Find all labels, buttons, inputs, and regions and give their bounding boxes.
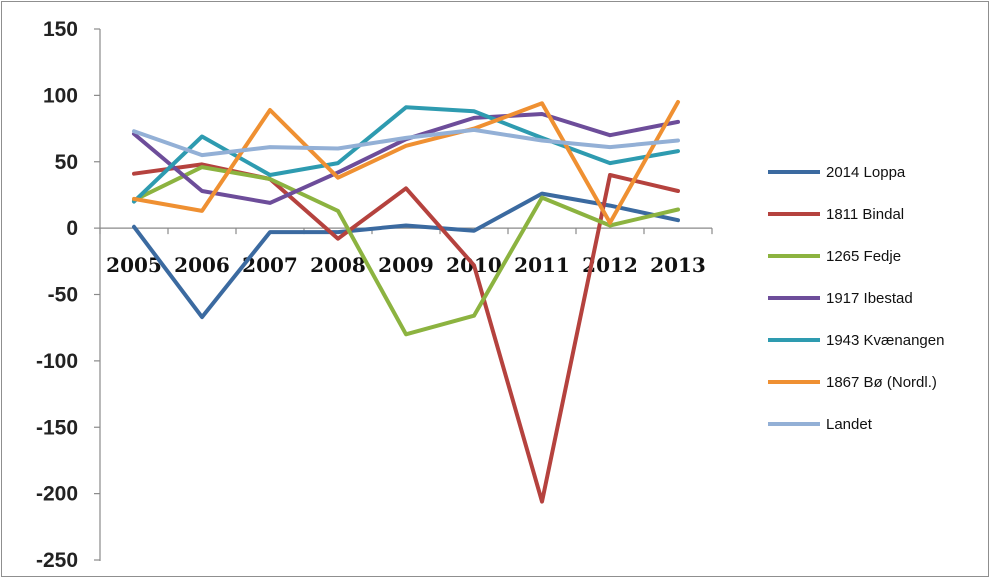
legend-label: 1917 Ibestad (826, 290, 913, 307)
axes (94, 28, 713, 561)
y-tick-labels: 150 100 50 0 -50 -100 -150 -200 -250 (36, 18, 78, 572)
x-tick-label: 2006 (174, 253, 230, 277)
x-tick-labels: 2005 2006 2007 2008 2009 2010 2011 2012 2013 (106, 253, 706, 277)
legend: 2014 Loppa 1811 Bindal 1265 Fedje 1917 Ibes… (768, 164, 944, 433)
x-tick-label: 2013 (650, 253, 706, 277)
y-tick-label: 0 (66, 217, 78, 240)
y-tick-label: 50 (55, 151, 78, 174)
series-lines (132, 100, 680, 504)
y-tick-label: -250 (36, 549, 78, 572)
y-tick-label: -100 (36, 350, 78, 373)
series-line-2014-loppa (132, 191, 680, 320)
legend-label: 1811 Bindal (826, 206, 904, 223)
y-tick-label: -200 (36, 483, 78, 506)
series-line-1943-kv-nangen (132, 105, 680, 204)
series-line-landet (132, 127, 680, 158)
legend-label: Landet (826, 416, 873, 433)
y-tick-label: -50 (48, 284, 78, 307)
series-line-1265-fedje (132, 165, 680, 337)
y-tick-label: 100 (43, 84, 78, 107)
x-tick-label: 2009 (378, 253, 434, 277)
series-line-1867-b-nordl (132, 100, 680, 225)
y-tick-label: -150 (36, 416, 78, 439)
legend-label: 1943 Kvænangen (826, 332, 944, 349)
x-tick-label: 2008 (310, 253, 366, 277)
legend-label: 1867 Bø (Nordl.) (826, 374, 937, 391)
x-tick-label: 2005 (106, 253, 162, 277)
legend-label: 1265 Fedje (826, 248, 901, 265)
legend-label: 2014 Loppa (826, 164, 906, 181)
x-tick-label: 2011 (514, 253, 570, 277)
y-tick-label: 150 (43, 18, 78, 41)
